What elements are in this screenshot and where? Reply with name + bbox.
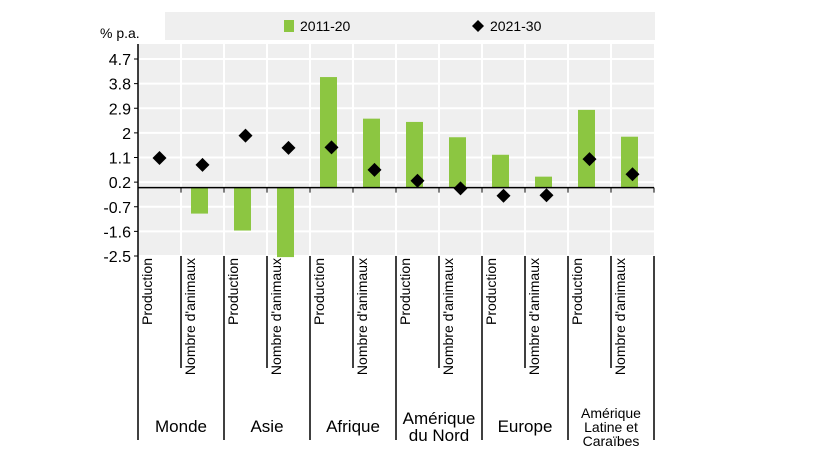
bar bbox=[191, 187, 208, 214]
diamond-marker bbox=[453, 181, 468, 196]
bar bbox=[492, 154, 509, 188]
subcategory-label: Production bbox=[569, 258, 585, 325]
diamond-marker bbox=[152, 151, 167, 166]
bar bbox=[234, 187, 251, 231]
bar bbox=[449, 137, 466, 188]
diamond-marker bbox=[496, 188, 511, 203]
y-tick-label: 3.8 bbox=[109, 77, 131, 94]
diamond-marker bbox=[582, 152, 597, 167]
legend-box bbox=[165, 12, 655, 40]
group-label: du Nord bbox=[409, 426, 469, 445]
y-tick-label: -1.6 bbox=[103, 224, 131, 241]
bar bbox=[363, 118, 380, 188]
subcategory-label: Production bbox=[225, 258, 241, 325]
group-label: Asie bbox=[250, 417, 283, 436]
y-tick-label: -0.7 bbox=[103, 200, 131, 217]
legend-swatch-bar bbox=[284, 20, 294, 32]
group-label: Europe bbox=[498, 417, 553, 436]
diamond-marker bbox=[410, 173, 425, 188]
subcategory-label: Production bbox=[397, 258, 413, 325]
y-tick-label: 2 bbox=[122, 126, 131, 143]
y-tick-label: -2.5 bbox=[103, 249, 131, 266]
bar bbox=[535, 176, 552, 188]
legend-swatch-diamond bbox=[472, 20, 484, 32]
subcategory-label: Nombre d'animaux bbox=[268, 258, 284, 375]
diamond-marker bbox=[324, 140, 339, 155]
subcategory-label: Nombre d'animaux bbox=[440, 258, 456, 375]
legend-label: 2011-20 bbox=[300, 18, 351, 34]
y-tick-label: 0.2 bbox=[109, 175, 131, 192]
y-axis-label: % p.a. bbox=[100, 25, 140, 41]
y-tick-label: 4.7 bbox=[109, 52, 131, 69]
diamond-marker bbox=[281, 140, 296, 155]
subcategory-label: Production bbox=[483, 258, 499, 325]
bar bbox=[578, 109, 595, 188]
bar bbox=[320, 77, 337, 188]
group-label: Amérique bbox=[581, 405, 641, 421]
legend-label: 2021-30 bbox=[490, 18, 542, 34]
subcategory-label: Nombre d'animaux bbox=[612, 258, 628, 375]
subcategory-label: Production bbox=[139, 258, 155, 325]
subcategory-label: Nombre d'animaux bbox=[182, 258, 198, 375]
subcategory-label: Production bbox=[311, 258, 327, 325]
diamond-marker bbox=[195, 157, 210, 172]
bar bbox=[621, 136, 638, 188]
subcategory-label: Nombre d'animaux bbox=[526, 258, 542, 375]
diamond-marker bbox=[625, 167, 640, 182]
subcategory-label: Nombre d'animaux bbox=[354, 258, 370, 375]
diamond-marker bbox=[539, 188, 554, 203]
group-label: Caraïbes bbox=[583, 433, 640, 449]
bar bbox=[277, 187, 294, 258]
group-label: Afrique bbox=[326, 417, 380, 436]
bar bbox=[406, 121, 423, 188]
diamond-marker bbox=[367, 162, 382, 177]
group-label: Amérique bbox=[403, 409, 476, 428]
diamond-marker bbox=[238, 128, 253, 143]
y-tick-label: 1.1 bbox=[109, 151, 131, 168]
y-tick-label: 2.9 bbox=[109, 101, 131, 118]
group-label: Monde bbox=[155, 417, 207, 436]
group-label: Latine et bbox=[584, 419, 638, 435]
